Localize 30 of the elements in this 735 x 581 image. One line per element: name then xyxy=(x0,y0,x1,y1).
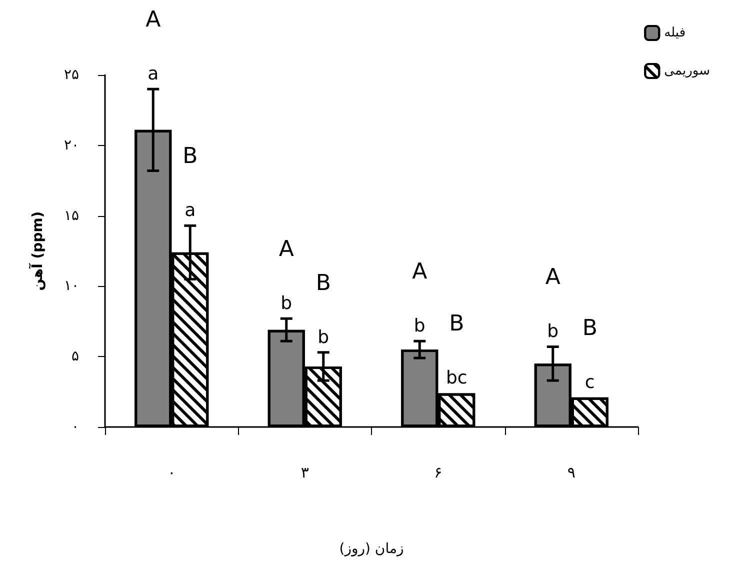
y-tick-label: ۱۵ xyxy=(64,208,79,224)
data-label: c xyxy=(584,372,595,393)
annotation: B xyxy=(582,316,598,341)
y-tick-label: ۰ xyxy=(71,419,79,435)
annotation: B xyxy=(449,312,464,337)
text: A xyxy=(146,8,161,33)
x-tick-label: ۰ xyxy=(168,464,176,482)
data-label: b xyxy=(547,321,559,342)
y-axis-title: آهن (ppm) xyxy=(28,211,46,291)
y-tick-label: ۵ xyxy=(71,348,79,365)
data-label: a xyxy=(184,200,196,222)
annotation: A xyxy=(545,265,560,290)
x-tick-label: ۳ xyxy=(300,464,309,482)
x-tick-label: ۹ xyxy=(567,464,576,482)
x-axis-title: زمان (روز) xyxy=(339,541,404,557)
data-label: bc xyxy=(446,368,468,389)
annotation: A xyxy=(278,237,294,262)
data-label: a xyxy=(148,64,159,85)
y-tick-label: ۱۰ xyxy=(64,278,79,294)
x-tick-label: ۶ xyxy=(434,464,442,482)
y-tick-label: ۲۵ xyxy=(64,67,79,83)
legend-label: سوریمی xyxy=(664,64,710,78)
annotation: B xyxy=(182,144,198,170)
data-label: b xyxy=(318,326,330,348)
annotation: B xyxy=(316,270,331,296)
y-tick-label: ۲۰ xyxy=(64,137,79,154)
legend-label: فیله xyxy=(664,26,686,40)
data-label: b xyxy=(280,293,292,314)
annotation: A xyxy=(412,260,428,285)
data-label: b xyxy=(414,316,426,337)
